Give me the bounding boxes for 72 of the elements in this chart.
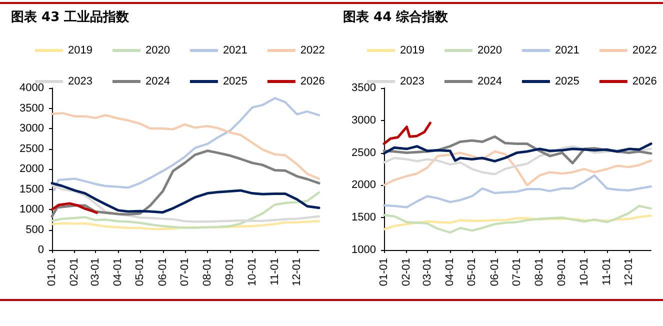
y-tick-label: 1500 [20, 183, 44, 196]
y-tick-label: 500 [26, 224, 44, 236]
line-series [382, 142, 652, 162]
line-series [50, 182, 320, 214]
y-tick-label: 3000 [352, 114, 376, 126]
x-tick-label: 11-01 [600, 258, 613, 286]
chart-title: 图表 44 综合指数 [343, 9, 450, 25]
x-tick-label: 10-01 [246, 258, 258, 286]
x-tick-label: 10-01 [578, 258, 590, 286]
y-tick-label: 2500 [20, 142, 44, 155]
x-tick-label: 02-01 [68, 258, 81, 286]
line-series [382, 204, 652, 234]
y-tick-label: 1500 [352, 212, 376, 224]
legend-label: 2022 [632, 44, 657, 56]
x-tick-label: 06-01 [156, 258, 169, 286]
x-tick-label: 12-01 [622, 258, 635, 286]
line-series [50, 150, 320, 218]
legend-label: 2022 [300, 44, 325, 56]
x-tick-label: 01-01 [46, 258, 58, 286]
legend-label: 2026 [632, 76, 657, 88]
x-tick-label: 03-01 [421, 258, 434, 286]
legend-label: 2025 [554, 76, 580, 88]
y-tick-label: 3500 [352, 82, 376, 94]
x-tick-label: 07-01 [510, 258, 523, 286]
x-tick-label: 11-01 [268, 258, 281, 286]
x-tick-label: 09-01 [556, 258, 568, 286]
y-tick-label: 4000 [20, 82, 44, 94]
x-tick-label: 04-01 [112, 258, 124, 286]
x-tick-label: 01-01 [378, 258, 390, 286]
legend-label: 2024 [477, 76, 502, 88]
line-series [53, 97, 320, 192]
y-tick-label: 1000 [20, 204, 44, 216]
y-tick-label: 2000 [20, 163, 44, 175]
y-tick-label: 1000 [352, 244, 376, 256]
line-series [50, 191, 320, 229]
x-tick-label: 04-01 [444, 258, 456, 286]
x-tick-label: 07-01 [178, 258, 191, 286]
y-tick-label: 3000 [20, 122, 44, 134]
legend-label: 2026 [300, 76, 325, 88]
line-series [382, 174, 652, 208]
x-tick-label: 09-01 [224, 258, 236, 286]
legend-label: 2023 [400, 76, 424, 88]
legend-label: 2021 [222, 44, 248, 56]
legend-label: 2019 [68, 44, 92, 56]
y-tick-label: 2000 [352, 179, 376, 192]
x-tick-label: 12-01 [290, 258, 303, 286]
y-tick-label: 3500 [20, 102, 44, 114]
legend-label: 2024 [145, 76, 170, 88]
x-tick-label: 02-01 [400, 258, 413, 286]
legend-label: 2020 [477, 44, 502, 56]
legend-label: 2021 [554, 44, 580, 56]
y-tick-label: 0 [38, 244, 44, 256]
x-tick-label: 03-01 [89, 258, 102, 286]
line-series [382, 150, 652, 186]
line-series [382, 122, 432, 145]
x-tick-label: 06-01 [488, 258, 501, 286]
legend-label: 2019 [400, 44, 424, 56]
line-series [50, 112, 320, 180]
legend-label: 2023 [68, 76, 92, 88]
x-tick-label: 08-01 [534, 258, 546, 286]
line-series [50, 202, 98, 214]
x-tick-label: 08-01 [202, 258, 214, 286]
line-series [50, 184, 320, 223]
x-tick-label: 05-01 [466, 258, 478, 286]
legend-label: 2020 [145, 44, 170, 56]
legend-label: 2025 [222, 76, 248, 88]
y-tick-label: 2500 [352, 146, 376, 159]
x-tick-label: 05-01 [134, 258, 146, 286]
chart-title: 图表 43 工业品指数 [11, 10, 130, 25]
line-series [382, 145, 652, 176]
line-series [50, 220, 320, 230]
line-series [382, 214, 652, 230]
